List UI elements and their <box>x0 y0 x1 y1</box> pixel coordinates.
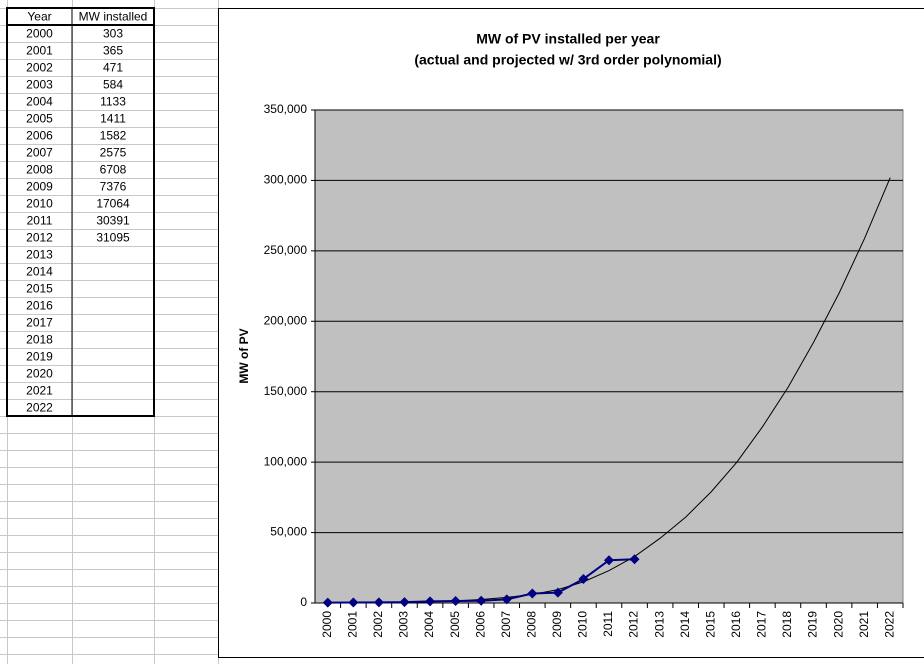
marker <box>527 588 538 599</box>
marker <box>476 595 487 606</box>
table-cell: 17064 <box>96 197 130 211</box>
table-cell: 1411 <box>100 112 126 126</box>
table-cell: 2575 <box>100 146 127 160</box>
y-tick-label: 150,000 <box>264 384 308 398</box>
x-tick-label: 2010 <box>576 611 590 638</box>
marker <box>552 587 563 598</box>
table-cell: 2017 <box>26 316 53 330</box>
marker <box>399 597 410 608</box>
x-tick-label: 2021 <box>857 611 871 638</box>
x-tick-label: 2019 <box>806 611 820 638</box>
y-tick-label: 50,000 <box>270 525 307 539</box>
table-cell: 2011 <box>27 214 53 228</box>
x-tick-label: 2008 <box>524 611 538 638</box>
marker <box>578 573 589 584</box>
y-tick-label: 250,000 <box>264 243 308 257</box>
table-header-bg <box>7 8 154 25</box>
table-cell: 584 <box>103 78 123 92</box>
table-cell: 1582 <box>100 129 127 143</box>
table-cell: 2008 <box>26 163 53 177</box>
x-tick-label: 2014 <box>678 611 692 638</box>
table-cell: 2001 <box>26 44 53 58</box>
x-tick-label: 2009 <box>550 611 564 638</box>
table-cell: 30391 <box>96 214 130 228</box>
y-axis-label: MW of PV <box>237 328 251 383</box>
table-cell: 2012 <box>26 231 53 245</box>
table-cell: 2021 <box>26 384 53 398</box>
table-cell: 31095 <box>96 231 130 245</box>
x-tick-label: 2011 <box>601 611 615 637</box>
table-header: Year <box>27 10 51 24</box>
table-cell: 303 <box>103 27 123 41</box>
x-tick-label: 2002 <box>371 611 385 638</box>
table-cell: 2005 <box>26 112 53 126</box>
table-cell: 2019 <box>26 350 53 364</box>
y-tick-label: 300,000 <box>264 173 308 187</box>
table-cell: 2018 <box>26 333 53 347</box>
x-tick-label: 2001 <box>346 611 360 638</box>
x-tick-label: 2013 <box>652 611 666 638</box>
x-tick-label: 2020 <box>831 611 845 638</box>
y-tick-label: 100,000 <box>264 454 308 468</box>
marker <box>373 597 384 608</box>
marker <box>450 596 461 607</box>
table-cell: 471 <box>103 61 123 75</box>
table-cell: 2007 <box>26 146 53 160</box>
table-cell: 2015 <box>26 282 53 296</box>
x-tick-label: 2016 <box>729 611 743 638</box>
table-cell: 1133 <box>100 95 126 109</box>
table-cell: 2016 <box>26 299 53 313</box>
marker <box>348 597 359 608</box>
plot-area <box>314 109 904 604</box>
table-cell: 7376 <box>100 180 127 194</box>
marker <box>629 554 640 565</box>
x-tick-label: 2017 <box>755 611 769 638</box>
marker <box>501 594 512 605</box>
x-tick-label: 2003 <box>397 611 411 638</box>
table-border <box>6 7 155 417</box>
x-tick-label: 2015 <box>703 611 717 638</box>
chart-subtitle: (actual and projected w/ 3rd order polyn… <box>414 52 721 68</box>
x-tick-label: 2018 <box>780 611 794 638</box>
x-tick-label: 2022 <box>882 611 896 638</box>
table-cell: 365 <box>103 44 123 58</box>
table-cell: 2014 <box>26 265 53 279</box>
marker <box>604 555 614 566</box>
marker <box>322 597 333 608</box>
table-cell: 2006 <box>26 129 53 143</box>
marker <box>425 596 436 607</box>
table-cell: 2002 <box>26 61 53 75</box>
table-cell: 2000 <box>26 27 53 41</box>
x-tick-label: 2004 <box>422 611 436 638</box>
table-cell: 2022 <box>26 401 53 415</box>
y-tick-label: 200,000 <box>264 313 308 327</box>
table-cell: 2010 <box>26 197 53 211</box>
x-tick-label: 2000 <box>320 611 334 638</box>
table-cell: 2013 <box>26 248 53 262</box>
table-cell: 2020 <box>26 367 53 381</box>
y-tick-label: 350,000 <box>264 102 308 116</box>
table-cell: 2004 <box>26 95 53 109</box>
table-cell: 2003 <box>26 78 53 92</box>
table-header: MW installed <box>79 10 148 24</box>
chart-title: MW of PV installed per year <box>476 31 660 47</box>
table-cell: 6708 <box>100 163 127 177</box>
table-cell: 2009 <box>26 180 53 194</box>
x-tick-label: 2007 <box>499 611 513 638</box>
x-tick-label: 2005 <box>448 611 462 638</box>
x-tick-label: 2006 <box>473 611 487 638</box>
x-tick-label: 2012 <box>627 611 641 638</box>
y-tick-label: 0 <box>300 595 307 609</box>
